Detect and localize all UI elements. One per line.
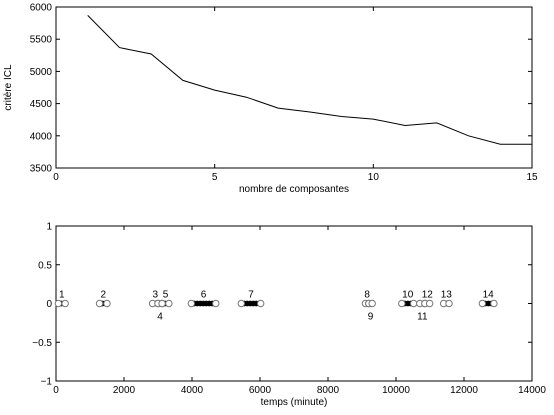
segment-9: 9 — [365, 299, 376, 323]
top-y-tick-label: 5500 — [30, 35, 53, 46]
segment-end-marker — [490, 299, 498, 308]
segment-label: 2 — [100, 290, 106, 301]
segment-end-marker — [445, 299, 453, 308]
segment-end-marker — [409, 299, 418, 308]
top-y-tick-label: 4500 — [30, 99, 53, 110]
segment-start-marker — [237, 299, 246, 308]
top-x-tick-label: 5 — [212, 172, 218, 183]
segment-label: 1 — [59, 290, 65, 301]
segment-label: 6 — [201, 290, 207, 301]
segment-1: 1 — [54, 290, 69, 308]
segment-start-marker — [478, 299, 487, 308]
top-y-tick-label: 3500 — [30, 164, 53, 175]
top-axis-ticks: 0 5 10 15 3500 4000 4500 5000 5500 6000 — [30, 3, 538, 184]
bottom-x-tick-label: 0 — [53, 385, 59, 396]
bottom-axis-ticks: 0 2000 4000 6000 8000 10000 12000 14000 −1 −0.5 0 0… — [32, 222, 546, 397]
top-x-tick-label: 10 — [368, 172, 380, 183]
top-x-tick-label: 15 — [526, 172, 538, 183]
bottom-x-tick-label: 4000 — [181, 385, 204, 396]
segment-end-marker — [256, 299, 265, 308]
bottom-y-tick-label: −1 — [41, 377, 53, 388]
segment-label: 9 — [368, 312, 374, 323]
bottom-y-tick-label: −0.5 — [32, 338, 52, 349]
segment-10: 10 — [398, 290, 418, 308]
segment-end-marker — [165, 299, 173, 308]
bottom-x-tick-label: 12000 — [450, 385, 478, 396]
segment-14: 14 — [478, 290, 498, 308]
top-x-tick-label: 0 — [53, 172, 59, 183]
bottom-y-tick-label: 1 — [46, 222, 52, 233]
segments-plot: 0 2000 4000 6000 8000 10000 12000 14000 −1 −0.5 0 0… — [32, 222, 546, 409]
segment-end-marker — [368, 299, 376, 308]
top-y-axis-label: critère ICL — [3, 64, 14, 111]
segment-7: 7 — [237, 290, 265, 308]
segment-label: 10 — [402, 290, 414, 301]
top-y-tick-label: 4000 — [30, 131, 53, 142]
segment-end-marker — [61, 299, 69, 308]
bottom-plot-frame — [55, 225, 533, 382]
top-plot-frame — [55, 6, 533, 169]
bottom-x-axis-label: temps (minute) — [261, 397, 328, 408]
segment-6: 6 — [187, 290, 220, 308]
segment-end-marker — [103, 299, 111, 308]
bottom-x-tick-label: 6000 — [249, 385, 272, 396]
top-y-tick-label: 6000 — [30, 3, 53, 14]
segment-label: 12 — [422, 290, 434, 301]
bottom-y-tick-label: 0.5 — [38, 260, 52, 271]
top-y-tick-label: 5000 — [30, 67, 53, 78]
segment-start-marker — [187, 299, 196, 308]
bottom-x-tick-label: 10000 — [382, 385, 410, 396]
bottom-x-tick-label: 14000 — [518, 385, 546, 396]
segment-label: 13 — [441, 290, 453, 301]
bottom-y-tick-label: 0 — [46, 299, 52, 310]
segment-2: 2 — [95, 290, 111, 308]
segment-label: 3 — [152, 290, 158, 301]
segment-end-marker — [212, 299, 220, 308]
segment-label: 11 — [417, 312, 428, 323]
segment-label: 8 — [364, 290, 370, 301]
segment-start-marker — [54, 299, 63, 308]
bottom-x-tick-label: 2000 — [113, 385, 136, 396]
icl-line-plot: 0 5 10 15 3500 4000 4500 5000 5500 6000 nombre de… — [3, 3, 538, 196]
segment-label: 5 — [163, 290, 169, 301]
segment-start-marker — [158, 299, 166, 308]
bottom-x-tick-label: 8000 — [317, 385, 340, 396]
segment-12: 12 — [421, 290, 434, 308]
segment-13: 13 — [439, 290, 453, 308]
segment-start-marker — [95, 299, 104, 308]
segment-label: 4 — [157, 312, 163, 323]
segment-start-marker — [398, 299, 406, 308]
segment-label: 7 — [248, 290, 254, 301]
segment-5: 5 — [158, 290, 173, 308]
segment-end-marker — [425, 299, 434, 308]
segment-label: 14 — [483, 290, 495, 301]
top-x-axis-label: nombre de composantes — [239, 184, 349, 195]
icl-series-line — [87, 15, 532, 145]
